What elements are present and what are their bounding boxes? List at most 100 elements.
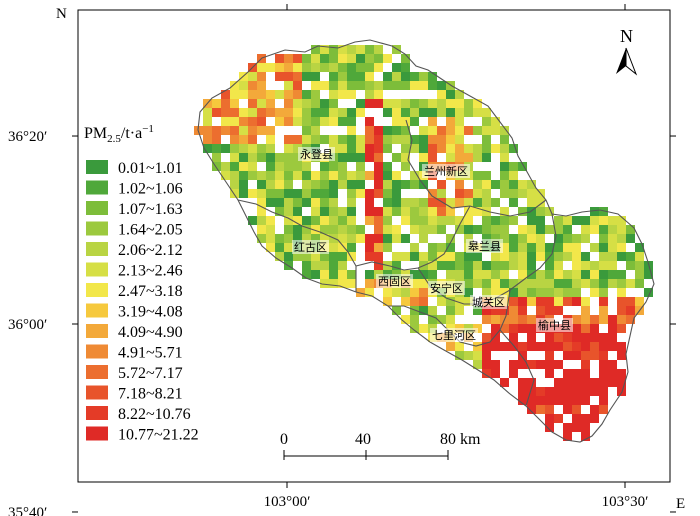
raster-cell bbox=[302, 180, 311, 189]
raster-cell bbox=[509, 171, 518, 180]
raster-cell bbox=[482, 108, 491, 117]
raster-cell bbox=[500, 153, 509, 162]
raster-cell bbox=[572, 261, 581, 270]
raster-cell bbox=[374, 144, 383, 153]
raster-cell bbox=[383, 99, 392, 108]
boundary-honggu bbox=[237, 199, 357, 292]
raster-cell bbox=[338, 252, 347, 261]
raster-cell bbox=[257, 90, 266, 99]
legend-label: 8.22~10.76 bbox=[118, 406, 191, 423]
raster-cell bbox=[293, 117, 302, 126]
raster-cell bbox=[338, 261, 347, 270]
raster-cell bbox=[284, 225, 293, 234]
raster-cell bbox=[617, 369, 626, 378]
raster-cell bbox=[275, 162, 284, 171]
raster-cell bbox=[401, 252, 410, 261]
raster-cell bbox=[392, 261, 401, 270]
raster-cell bbox=[212, 144, 221, 153]
raster-cell bbox=[392, 135, 401, 144]
raster-cell bbox=[392, 99, 401, 108]
raster-cell bbox=[482, 171, 491, 180]
raster-cell bbox=[446, 207, 455, 216]
raster-cell bbox=[230, 81, 239, 90]
raster-cell bbox=[554, 279, 563, 288]
raster-cell bbox=[428, 81, 437, 90]
raster-cell bbox=[410, 135, 419, 144]
raster-cell bbox=[428, 108, 437, 117]
raster-cell bbox=[248, 108, 257, 117]
raster-cell bbox=[410, 180, 419, 189]
raster-cell bbox=[419, 306, 428, 315]
raster-cell bbox=[599, 369, 608, 378]
raster-cell bbox=[293, 153, 302, 162]
raster-cell bbox=[545, 342, 554, 351]
raster-cell bbox=[482, 216, 491, 225]
raster-cell bbox=[491, 270, 500, 279]
raster-cell bbox=[545, 414, 554, 423]
raster-cell bbox=[347, 198, 356, 207]
raster-cell bbox=[608, 216, 617, 225]
raster-cell bbox=[563, 405, 572, 414]
raster-cell bbox=[311, 261, 320, 270]
raster-cell bbox=[509, 243, 518, 252]
raster-cell bbox=[311, 189, 320, 198]
district-label-bg bbox=[376, 274, 413, 288]
raster-cell bbox=[266, 216, 275, 225]
raster-cell bbox=[257, 180, 266, 189]
raster-cell bbox=[347, 108, 356, 117]
raster-cell bbox=[554, 216, 563, 225]
raster-cell bbox=[473, 108, 482, 117]
raster-cell bbox=[284, 54, 293, 63]
raster-cell bbox=[338, 117, 347, 126]
raster-cell bbox=[437, 126, 446, 135]
raster-cell bbox=[275, 252, 284, 261]
raster-cell bbox=[554, 270, 563, 279]
raster-cell bbox=[293, 72, 302, 81]
raster-cell bbox=[563, 342, 572, 351]
raster-cell bbox=[248, 171, 257, 180]
raster-cell bbox=[356, 99, 365, 108]
raster-cell bbox=[401, 153, 410, 162]
raster-cell bbox=[212, 108, 221, 117]
raster-cell bbox=[437, 198, 446, 207]
raster-cell bbox=[419, 144, 428, 153]
raster-cell bbox=[401, 288, 410, 297]
raster-cell bbox=[365, 279, 374, 288]
raster-cell bbox=[284, 198, 293, 207]
raster-cell bbox=[500, 225, 509, 234]
raster-cell bbox=[356, 288, 365, 297]
raster-cell bbox=[527, 279, 536, 288]
raster-cell bbox=[311, 225, 320, 234]
raster-cell bbox=[581, 423, 590, 432]
raster-cell bbox=[599, 270, 608, 279]
raster-cell bbox=[257, 99, 266, 108]
raster-cell bbox=[455, 261, 464, 270]
raster-cell bbox=[275, 207, 284, 216]
raster-cell bbox=[257, 198, 266, 207]
raster-cell bbox=[482, 342, 491, 351]
raster-cell bbox=[356, 135, 365, 144]
raster-cell bbox=[329, 252, 338, 261]
district-label-gaolan: 皋兰县 bbox=[468, 239, 501, 253]
raster-cell bbox=[545, 288, 554, 297]
raster-cell bbox=[311, 270, 320, 279]
raster-cell bbox=[266, 180, 275, 189]
raster-cell bbox=[437, 243, 446, 252]
raster-cell bbox=[446, 90, 455, 99]
raster-cell bbox=[482, 234, 491, 243]
raster-cell bbox=[428, 216, 437, 225]
raster-cell bbox=[257, 72, 266, 81]
raster-cell bbox=[455, 90, 464, 99]
raster-cell bbox=[320, 189, 329, 198]
raster-cell bbox=[473, 207, 482, 216]
raster-cell bbox=[284, 90, 293, 99]
raster-cell bbox=[230, 117, 239, 126]
raster-cell bbox=[491, 261, 500, 270]
raster-cell bbox=[284, 117, 293, 126]
raster-cell bbox=[563, 279, 572, 288]
raster-cell bbox=[437, 99, 446, 108]
raster-cell bbox=[320, 234, 329, 243]
raster-cell bbox=[464, 207, 473, 216]
raster-cell bbox=[383, 198, 392, 207]
